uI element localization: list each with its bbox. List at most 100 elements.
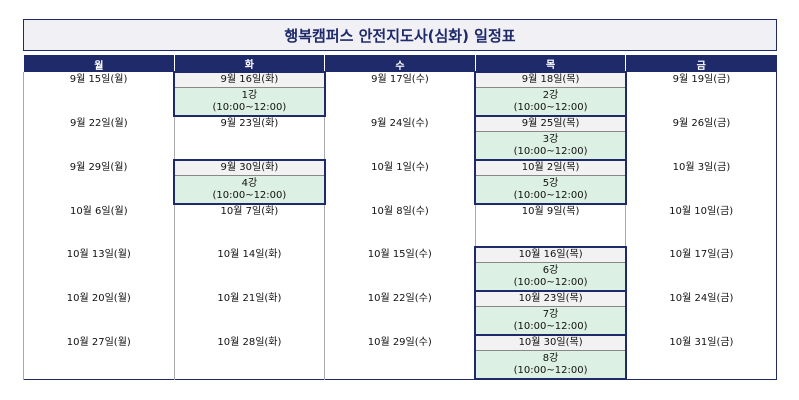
date-cell: 10월 23일(목) [474, 290, 627, 307]
date-cell: 10월 15일(수) [324, 247, 476, 263]
session-row: 8강 (10:00~12:00) [23, 350, 777, 380]
date-row: 10월 13일(월) 10월 14일(화) 10월 15일(수) 10월 16일(목)… [23, 246, 777, 263]
lesson: 5강 [542, 177, 559, 189]
date-cell: 10월 9일(목) [474, 204, 626, 219]
session-cell [23, 87, 175, 116]
date-cell: 10월 31일(금) [625, 335, 777, 351]
date-cell: 9월 17일(수) [324, 72, 476, 88]
session-cell [173, 262, 325, 291]
lesson-time: (10:00~12:00) [513, 189, 588, 201]
lesson-time: (10:00~12:00) [513, 145, 588, 157]
date-cell: 10월 20일(월) [23, 291, 175, 307]
session-cell [625, 131, 777, 160]
session-cell [173, 131, 325, 160]
session-cell [23, 262, 175, 291]
session-cell: 4강 (10:00~12:00) [173, 175, 326, 205]
date-cell: 9월 26일(금) [625, 116, 777, 132]
date-cell: 10월 1일(수) [324, 160, 476, 176]
lesson-time: (10:00~12:00) [212, 189, 287, 201]
lesson: 7강 [542, 308, 559, 320]
date-cell: 10월 28일(화) [173, 335, 325, 351]
session-cell [23, 175, 175, 204]
session-cell [23, 131, 175, 160]
date-cell: 9월 19일(금) [625, 72, 777, 88]
session-cell: 7강 (10:00~12:00) [474, 306, 627, 336]
date-cell: 10월 22일(수) [324, 291, 476, 307]
date-cell: 10월 13일(월) [23, 247, 175, 263]
date-cell: 9월 23일(화) [173, 116, 325, 132]
date-cell: 10월 17일(금) [625, 247, 777, 263]
date-cell: 9월 22일(월) [23, 116, 175, 132]
date-row: 9월 29일(월) 9월 30일(화) 10월 1일(수) 10월 2일(목) 10월 … [23, 159, 777, 176]
date-cell: 9월 25일(목) [474, 115, 627, 132]
date-cell: 9월 29일(월) [23, 160, 175, 176]
day-header: 월 [23, 55, 175, 72]
lesson-time: (10:00~12:00) [513, 101, 588, 113]
session-cell: 3강 (10:00~12:00) [474, 131, 627, 161]
session-cell [324, 131, 476, 160]
date-cell: 10월 2일(목) [474, 159, 627, 176]
session-cell [173, 350, 325, 379]
date-cell: 10월 10일(금) [625, 204, 777, 219]
session-cell [324, 350, 476, 379]
date-row: 10월 6일(월) 10월 7일(화) 10월 8일(수) 10월 9일(목) 10월 … [23, 204, 777, 219]
lesson-time: (10:00~12:00) [513, 320, 588, 332]
session-row: 3강 (10:00~12:00) [23, 131, 777, 161]
session-cell: 2강 (10:00~12:00) [474, 87, 627, 117]
session-cell [324, 175, 476, 204]
session-cell [625, 87, 777, 116]
date-cell: 10월 16일(목) [474, 246, 627, 263]
session-cell [324, 87, 476, 116]
session-cell [625, 262, 777, 291]
session-cell: 5강 (10:00~12:00) [474, 175, 627, 205]
session-cell: 1강 (10:00~12:00) [173, 87, 326, 117]
session-cell [173, 219, 325, 247]
lesson: 1강 [241, 89, 258, 101]
session-row: 1강 (10:00~12:00) 2강 (10:00~12:00) [23, 87, 777, 117]
session-cell [324, 262, 476, 291]
date-cell: 10월 6일(월) [23, 204, 175, 219]
session-cell [625, 219, 777, 247]
table-body: 9월 15일(월) 9월 16일(화) 9월 17일(수) 9월 18일(목) 9월 1… [23, 71, 777, 380]
lesson-time: (10:00~12:00) [513, 276, 588, 288]
session-cell [625, 175, 777, 204]
session-row [23, 219, 777, 247]
session-row: 7강 (10:00~12:00) [23, 306, 777, 336]
date-cell: 9월 18일(목) [474, 71, 627, 88]
lesson-time: (10:00~12:00) [513, 364, 588, 376]
date-row: 10월 27일(월) 10월 28일(화) 10월 29일(수) 10월 30일(목)… [23, 334, 777, 351]
date-cell: 10월 24일(금) [625, 291, 777, 307]
date-cell: 10월 14일(화) [173, 247, 325, 263]
date-row: 9월 15일(월) 9월 16일(화) 9월 17일(수) 9월 18일(목) 9월 1… [23, 71, 777, 88]
date-cell: 10월 27일(월) [23, 335, 175, 351]
date-cell: 10월 7일(화) [173, 204, 325, 219]
day-header: 수 [324, 55, 476, 72]
date-cell: 10월 8일(수) [324, 204, 476, 219]
date-cell: 9월 24일(수) [324, 116, 476, 132]
session-cell [625, 306, 777, 335]
lesson: 8강 [542, 352, 559, 364]
session-cell: 6강 (10:00~12:00) [474, 262, 627, 292]
date-cell: 9월 30일(화) [173, 159, 326, 176]
title: 행복캠퍼스 안전지도사(심화) 일정표 [23, 19, 777, 51]
day-header: 화 [173, 55, 325, 72]
date-row: 9월 22일(월) 9월 23일(화) 9월 24일(수) 9월 25일(목) 9월 2… [23, 115, 777, 132]
date-cell: 10월 3일(금) [625, 160, 777, 176]
session-cell [173, 306, 325, 335]
session-cell [23, 219, 175, 247]
session-cell [474, 219, 626, 247]
day-header: 금 [625, 55, 777, 72]
session-cell [23, 306, 175, 335]
session-cell: 8강 (10:00~12:00) [474, 350, 627, 380]
lesson: 2강 [542, 89, 559, 101]
session-cell [23, 350, 175, 379]
session-cell [324, 219, 476, 247]
session-cell [625, 350, 777, 379]
lesson: 3강 [542, 133, 559, 145]
day-header: 목 [474, 55, 626, 72]
session-cell [324, 306, 476, 335]
date-cell: 9월 15일(월) [23, 72, 175, 88]
